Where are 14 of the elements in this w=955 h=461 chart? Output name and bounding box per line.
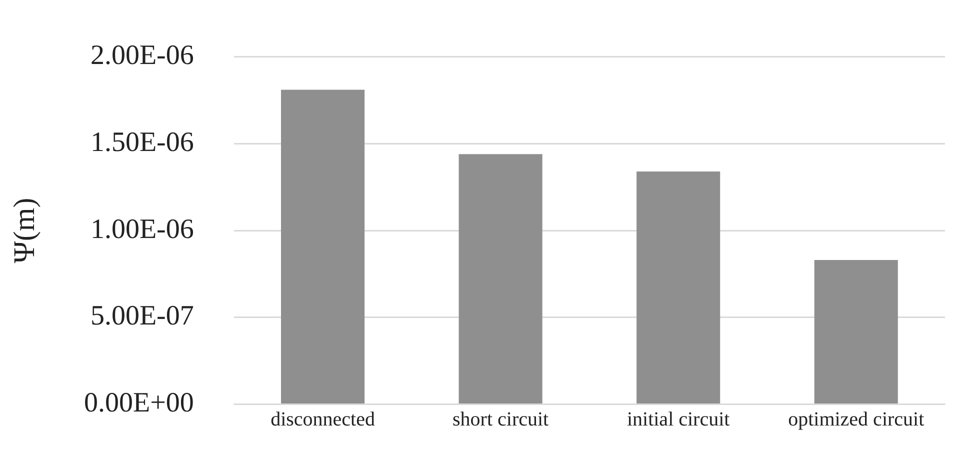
bar	[281, 90, 365, 404]
bar	[458, 154, 542, 404]
y-tick-label: 0.00E+00	[84, 388, 194, 419]
y-axis-title: Ψ(m)	[8, 198, 41, 264]
x-tick-label: short circuit	[452, 408, 550, 430]
x-tick-label: initial circuit	[626, 408, 730, 430]
bar	[814, 260, 898, 404]
y-tick-label: 1.00E-06	[90, 214, 194, 245]
x-tick-label: disconnected	[270, 408, 375, 430]
y-tick-label: 2.00E-06	[90, 40, 194, 72]
y-tick-label: 1.50E-06	[90, 127, 194, 158]
x-tick-label: optimized circuit	[788, 408, 925, 430]
y-tick-label: 5.00E-07	[90, 300, 194, 332]
bar	[636, 171, 720, 404]
